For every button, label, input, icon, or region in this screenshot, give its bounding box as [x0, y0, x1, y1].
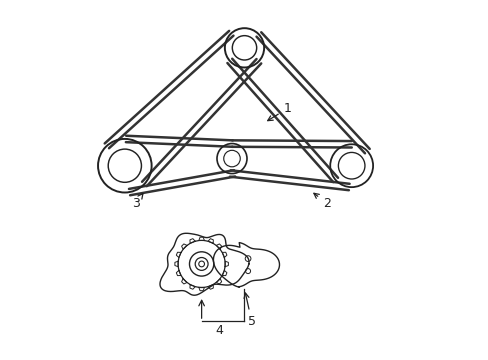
Text: 1: 1 — [267, 102, 291, 121]
Text: 2: 2 — [313, 193, 330, 210]
Text: 5: 5 — [244, 293, 255, 328]
Text: 3: 3 — [131, 194, 142, 210]
Text: 4: 4 — [215, 324, 223, 337]
